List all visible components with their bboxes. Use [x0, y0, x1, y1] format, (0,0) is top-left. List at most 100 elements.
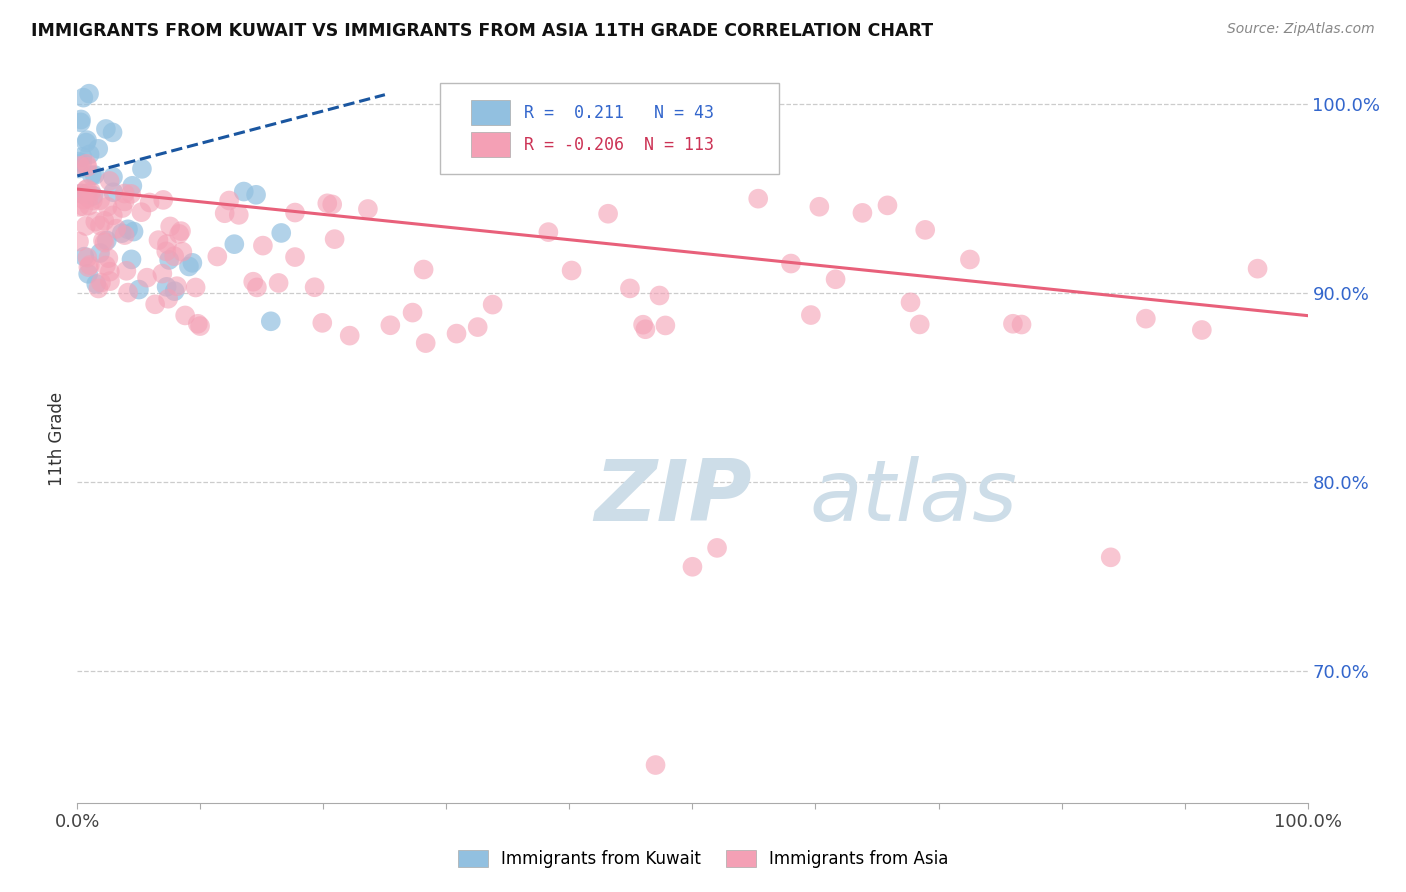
Point [900, 295, 922, 310]
Text: IMMIGRANTS FROM KUWAIT VS IMMIGRANTS FROM ASIA 11TH GRADE CORRELATION CHART: IMMIGRANTS FROM KUWAIT VS IMMIGRANTS FRO… [31, 22, 934, 40]
Point [800, 308, 823, 322]
Point [114, 186, 136, 201]
Point [412, 262, 434, 277]
Point [155, 244, 177, 259]
Point [415, 336, 437, 351]
Text: atlas: atlas [810, 456, 1018, 539]
Point [131, 205, 153, 219]
Point [117, 285, 139, 300]
Point [876, 198, 898, 212]
Point [159, 219, 181, 234]
Point [103, 186, 125, 200]
Point [644, 758, 666, 772]
Point [89, 219, 111, 233]
Point [67, 161, 90, 176]
Point [73, 250, 96, 264]
Point [77, 260, 100, 274]
Point [1099, 550, 1122, 565]
Text: Source: ZipAtlas.com: Source: ZipAtlas.com [1227, 22, 1375, 37]
Point [284, 205, 307, 219]
Point [1001, 317, 1024, 331]
Legend: Immigrants from Kuwait, Immigrants from Asia: Immigrants from Kuwait, Immigrants from … [451, 843, 955, 875]
Point [76, 157, 98, 171]
Point [80, 185, 103, 199]
Point [150, 267, 173, 281]
Point [598, 207, 620, 221]
Point [70, 186, 93, 201]
Point [747, 192, 769, 206]
Point [260, 314, 283, 328]
Point [245, 187, 267, 202]
Point [380, 318, 402, 333]
Point [72, 90, 94, 104]
Point [93, 235, 115, 250]
Point [304, 280, 326, 294]
Point [188, 319, 211, 334]
Point [87, 142, 110, 156]
Point [89, 246, 111, 260]
Point [90, 276, 112, 290]
Point [111, 201, 134, 215]
Point [467, 320, 489, 334]
Point [77, 267, 100, 281]
Point [75, 183, 97, 197]
Point [959, 252, 981, 267]
Point [76, 186, 98, 201]
Point [648, 288, 671, 302]
Point [682, 559, 704, 574]
Point [316, 196, 339, 211]
Point [98, 274, 121, 288]
Point [117, 222, 139, 236]
Point [76, 133, 98, 147]
Point [105, 221, 128, 235]
Point [252, 238, 274, 252]
FancyBboxPatch shape [440, 83, 779, 174]
Point [75, 219, 97, 233]
Point [94, 259, 117, 273]
Point [89, 193, 111, 207]
Point [163, 284, 186, 298]
Point [1246, 261, 1268, 276]
Point [224, 237, 246, 252]
Point [631, 318, 654, 332]
Point [232, 185, 254, 199]
Point [824, 272, 846, 286]
Point [76, 182, 98, 196]
Point [77, 191, 100, 205]
Point [67, 235, 90, 249]
Point [184, 280, 207, 294]
Point [914, 223, 936, 237]
Point [98, 265, 121, 279]
Point [67, 200, 90, 214]
Point [138, 195, 160, 210]
Point [172, 244, 194, 259]
Point [187, 317, 209, 331]
Point [84, 277, 107, 291]
Point [163, 249, 186, 263]
Point [70, 112, 93, 127]
Point [111, 226, 134, 240]
Point [323, 232, 346, 246]
Point [246, 280, 269, 294]
Point [207, 250, 229, 264]
Point [481, 297, 503, 311]
Point [177, 260, 200, 274]
Point [83, 168, 105, 182]
Point [82, 188, 104, 202]
Point [619, 281, 641, 295]
Point [115, 264, 138, 278]
Text: ZIP: ZIP [595, 456, 752, 539]
Point [157, 252, 180, 267]
Point [321, 197, 343, 211]
Point [136, 270, 159, 285]
Point [101, 125, 124, 139]
Point [561, 263, 583, 277]
Point [80, 169, 103, 183]
Point [79, 147, 101, 161]
Point [1191, 323, 1213, 337]
Point [96, 200, 118, 214]
Point [808, 200, 831, 214]
Point [121, 178, 143, 193]
Point [101, 208, 124, 222]
Point [267, 276, 290, 290]
